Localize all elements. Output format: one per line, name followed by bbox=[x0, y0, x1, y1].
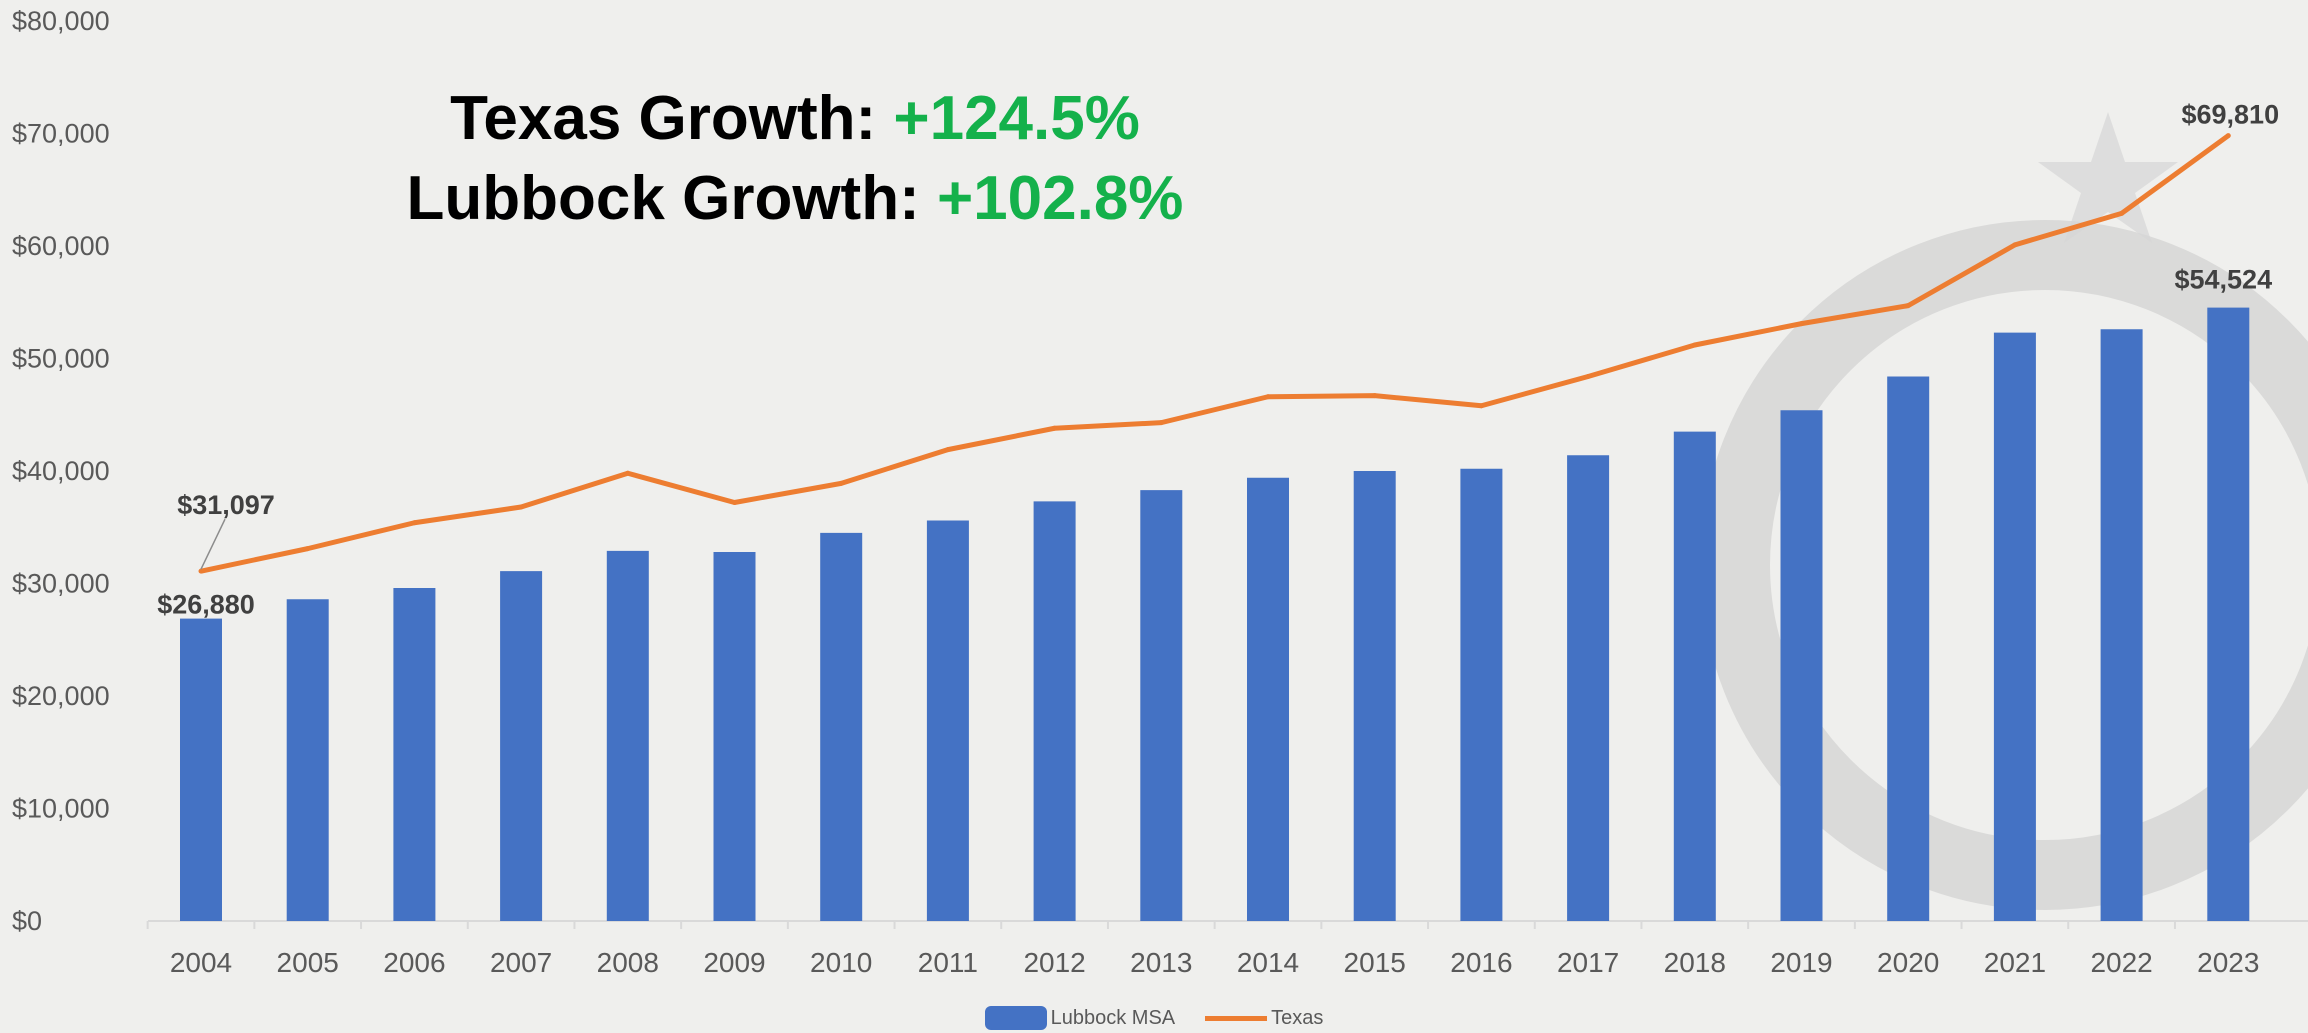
x-axis: 2004 2005 2006 2007 2008 2009 2010 2011 2012 2013… bbox=[146, 920, 2308, 978]
line-point bbox=[1052, 425, 1058, 431]
background-texas-watermark bbox=[1700, 112, 2308, 910]
texas-line bbox=[198, 133, 2231, 574]
line-point bbox=[411, 520, 417, 526]
x-tick-label: 2014 bbox=[1237, 947, 1299, 978]
x-tick-label: 2017 bbox=[1557, 947, 1619, 978]
bar bbox=[286, 599, 329, 921]
legend-line-swatch bbox=[1205, 1015, 1268, 1021]
bar bbox=[393, 588, 436, 921]
bar bbox=[1460, 468, 1503, 921]
leader-line bbox=[200, 518, 226, 570]
bar bbox=[1887, 376, 1930, 921]
x-tick-label: 2011 bbox=[918, 947, 978, 978]
bar bbox=[2100, 329, 2143, 921]
x-tick-label: 2018 bbox=[1664, 947, 1726, 978]
x-tick-label: 2020 bbox=[1877, 947, 1939, 978]
line-point bbox=[838, 480, 844, 486]
y-tick-label: $70,000 bbox=[12, 119, 110, 149]
line-point bbox=[1478, 403, 1484, 409]
data-label: $54,524 bbox=[2174, 265, 2272, 295]
legend-item-texas: Texas bbox=[1205, 1007, 1323, 1030]
bar bbox=[713, 552, 756, 921]
x-tick-label: 2013 bbox=[1130, 947, 1192, 978]
lubbock-growth-headline: Lubbock Growth: +102.8% bbox=[390, 168, 1200, 230]
x-tick-label: 2009 bbox=[703, 947, 765, 978]
x-tick-label: 2010 bbox=[810, 947, 872, 978]
bar bbox=[1993, 332, 2036, 921]
line-series bbox=[200, 133, 2230, 574]
line-point bbox=[1905, 303, 1911, 309]
x-tick-label: 2008 bbox=[597, 947, 659, 978]
y-axis: $0 $10,000 $20,000 $30,000 $40,000 $50,000 $60… bbox=[12, 6, 110, 936]
data-label: $26,880 bbox=[157, 590, 255, 620]
lubbock-bars bbox=[180, 307, 2250, 922]
line-point bbox=[2012, 242, 2018, 248]
data-labels: $26,880 $31,097 $54,524 $69,810 bbox=[157, 100, 2279, 620]
x-tick-label: 2005 bbox=[277, 947, 339, 978]
line-point bbox=[732, 500, 737, 505]
legend-bar-swatch bbox=[984, 1006, 1047, 1030]
y-tick-label: $30,000 bbox=[12, 569, 110, 599]
x-tick-label: 2019 bbox=[1770, 947, 1832, 978]
x-tick-label: 2023 bbox=[2197, 947, 2259, 978]
x-tick-label: 2007 bbox=[490, 947, 552, 978]
y-tick-label: $60,000 bbox=[12, 231, 110, 261]
bar bbox=[1033, 501, 1076, 921]
data-label: $69,810 bbox=[2181, 100, 2279, 130]
legend: Lubbock MSA Texas bbox=[0, 1006, 2308, 1030]
bar bbox=[820, 532, 863, 921]
bar bbox=[1247, 477, 1289, 921]
y-tick-label: $50,000 bbox=[12, 344, 110, 374]
y-tick-label: $10,000 bbox=[12, 794, 110, 824]
line-point bbox=[1158, 420, 1164, 426]
lubbock-growth-label: Lubbock Growth: bbox=[406, 164, 937, 233]
texas-growth-value: +124.5% bbox=[893, 84, 1140, 153]
data-label: $31,097 bbox=[177, 490, 275, 520]
line-point bbox=[1265, 394, 1271, 400]
y-tick-label: $0 bbox=[12, 906, 42, 936]
texas-growth-headline: Texas Growth: +124.5% bbox=[390, 88, 1200, 150]
bar bbox=[500, 571, 543, 921]
x-tick-label: 2006 bbox=[383, 947, 445, 978]
x-tick-label: 2015 bbox=[1344, 947, 1406, 978]
legend-label-lubbock: Lubbock MSA bbox=[1050, 1006, 1176, 1029]
legend-label-texas: Texas bbox=[1271, 1006, 1324, 1029]
bar bbox=[926, 520, 969, 921]
line-point bbox=[305, 546, 311, 552]
line-point bbox=[2119, 210, 2125, 216]
x-tick-label: 2004 bbox=[170, 947, 232, 978]
watermark-star-icon bbox=[2038, 112, 2178, 243]
line-point bbox=[1372, 393, 1378, 399]
x-tick-label: 2021 bbox=[1984, 947, 2046, 978]
line-point bbox=[1692, 342, 1698, 348]
legend-item-lubbock: Lubbock MSA bbox=[984, 1006, 1176, 1030]
bar bbox=[180, 618, 222, 921]
line-point bbox=[625, 470, 631, 476]
bar bbox=[1140, 490, 1183, 921]
line-point bbox=[2225, 133, 2231, 139]
line-point bbox=[1585, 374, 1591, 379]
x-tick-label: 2012 bbox=[1023, 947, 1085, 978]
y-tick-label: $80,000 bbox=[12, 6, 110, 36]
line-point bbox=[1799, 321, 1804, 327]
bar bbox=[606, 550, 649, 921]
bar bbox=[1353, 471, 1396, 921]
bar bbox=[1780, 410, 1823, 921]
line-point bbox=[198, 568, 204, 574]
x-tick-label: 2016 bbox=[1450, 947, 1512, 978]
watermark-ring bbox=[1700, 220, 2308, 910]
x-tick-label: 2022 bbox=[2090, 947, 2152, 978]
bar bbox=[1673, 431, 1716, 921]
bar bbox=[2207, 307, 2250, 922]
line-point bbox=[945, 447, 951, 453]
bar bbox=[1567, 455, 1610, 921]
line-point bbox=[518, 504, 524, 510]
texas-growth-label: Texas Growth: bbox=[450, 84, 894, 153]
lubbock-growth-value: +102.8% bbox=[936, 164, 1184, 233]
y-tick-label: $40,000 bbox=[12, 456, 110, 486]
y-tick-label: $20,000 bbox=[12, 681, 110, 711]
